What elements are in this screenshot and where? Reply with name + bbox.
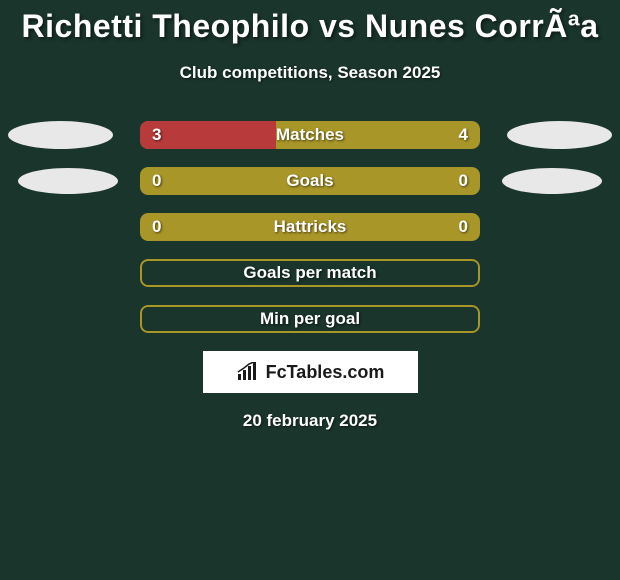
stat-bar: 3 4 Matches <box>140 121 480 149</box>
player-ellipse-right <box>507 121 612 149</box>
page-title: Richetti Theophilo vs Nunes CorrÃªa <box>22 8 599 45</box>
stat-value-right: 0 <box>459 217 468 237</box>
date-text: 20 february 2025 <box>243 411 377 431</box>
stat-row: Min per goal <box>0 305 620 333</box>
logo-text: FcTables.com <box>266 362 385 383</box>
stat-value-right: 0 <box>459 171 468 191</box>
stat-value-right: 4 <box>459 125 468 145</box>
logo-box: FcTables.com <box>203 351 418 393</box>
stat-row: Goals per match <box>0 259 620 287</box>
stat-label: Min per goal <box>260 309 360 329</box>
stat-label: Hattricks <box>274 217 347 237</box>
stat-bar: Min per goal <box>140 305 480 333</box>
stat-row: 3 4 Matches <box>0 121 620 149</box>
player-ellipse-left <box>8 121 113 149</box>
stat-row: 0 0 Hattricks <box>0 213 620 241</box>
stat-bar: 0 0 Goals <box>140 167 480 195</box>
stat-rows: 3 4 Matches 0 0 Goals 0 0 Hattricks Goals per mat… <box>0 121 620 333</box>
stat-label: Goals per match <box>243 263 376 283</box>
stats-infographic: Richetti Theophilo vs Nunes CorrÃªa Club… <box>0 0 620 431</box>
stat-label: Goals <box>286 171 333 191</box>
chart-icon <box>236 362 260 382</box>
player-ellipse-right <box>502 168 602 194</box>
stat-value-left: 0 <box>152 171 161 191</box>
stat-bar: 0 0 Hattricks <box>140 213 480 241</box>
stat-value-left: 3 <box>152 125 161 145</box>
page-subtitle: Club competitions, Season 2025 <box>180 63 441 83</box>
stat-bar: Goals per match <box>140 259 480 287</box>
player-ellipse-left <box>18 168 118 194</box>
stat-value-left: 0 <box>152 217 161 237</box>
stat-label: Matches <box>276 125 344 145</box>
stat-row: 0 0 Goals <box>0 167 620 195</box>
